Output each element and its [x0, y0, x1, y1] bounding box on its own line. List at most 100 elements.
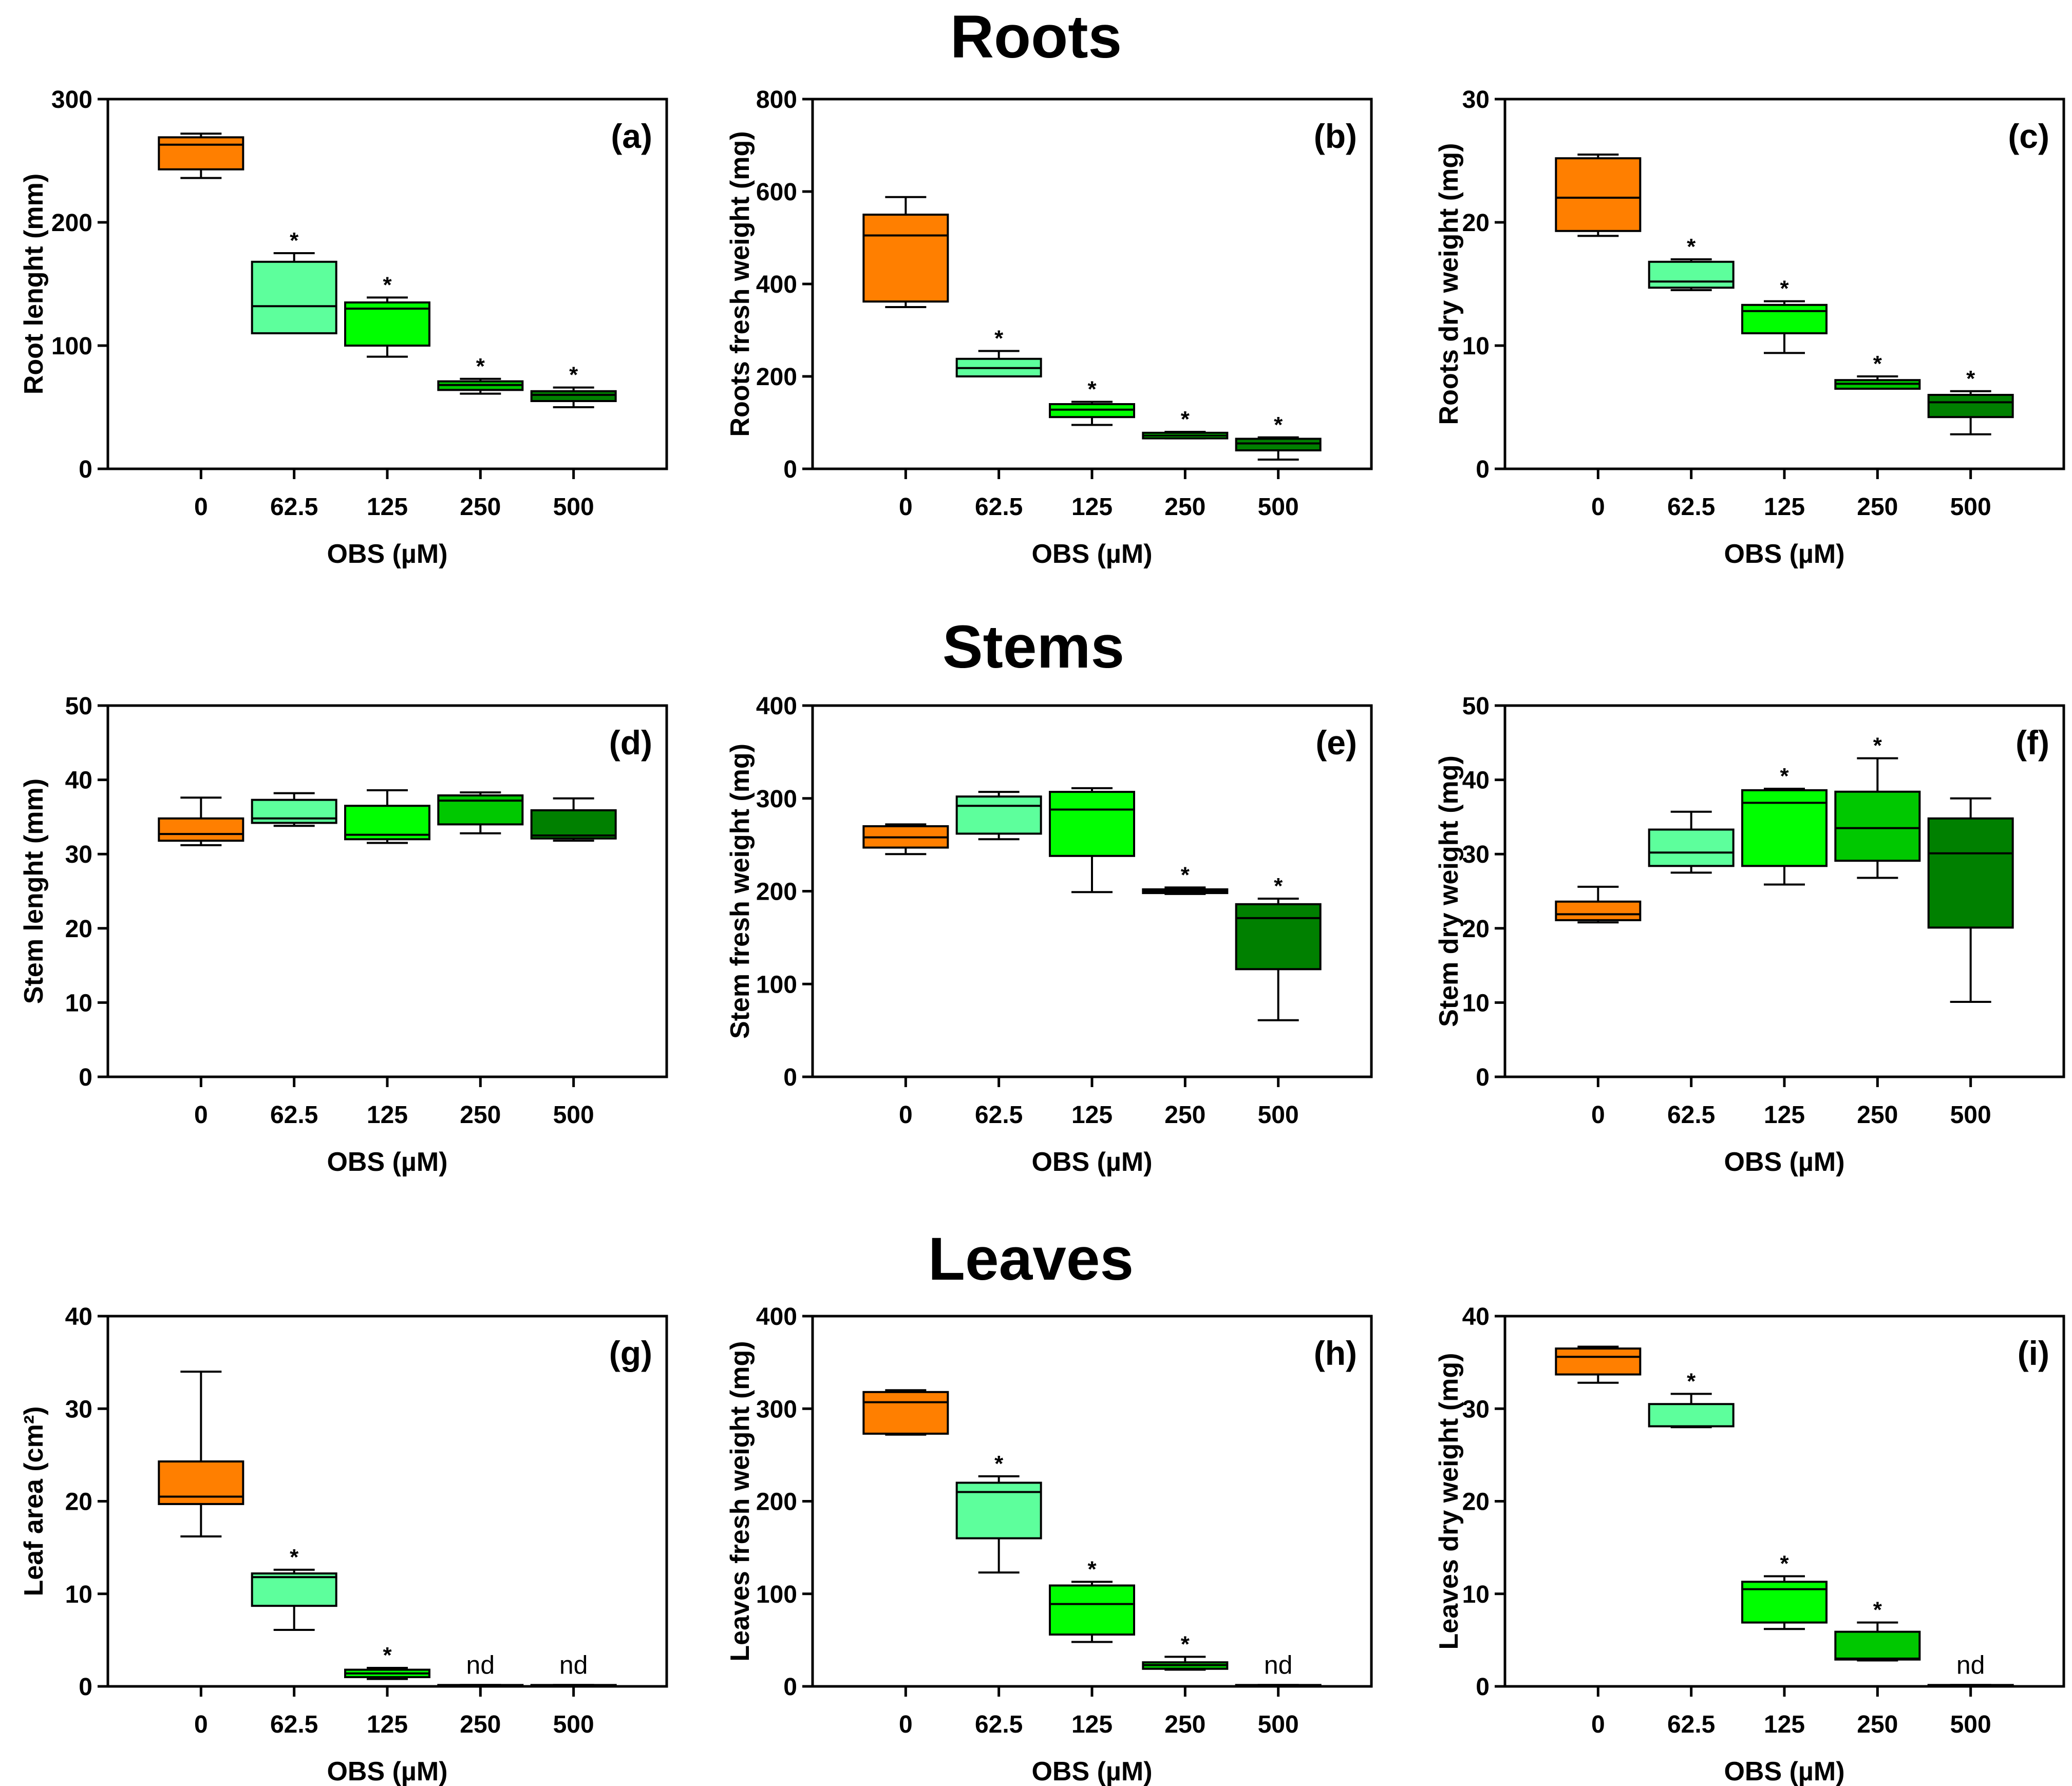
iqr-box — [1049, 1584, 1135, 1636]
x-tick-label: 125 — [1764, 1101, 1805, 1129]
y-tick-label: 30 — [65, 1396, 92, 1423]
y-tick-label: 0 — [79, 456, 92, 483]
box-500: nd — [530, 1650, 617, 1687]
x-tick-label: 500 — [1950, 1711, 1991, 1738]
iqr-box — [1648, 828, 1735, 867]
y-axis-title: Roots fresh weight (mg) — [725, 131, 755, 436]
significance-star: * — [476, 354, 485, 379]
panel-label: (i) — [2018, 1334, 2049, 1372]
box-62.5 — [1648, 810, 1735, 874]
y-tick-label: 30 — [1462, 86, 1490, 113]
box-0 — [862, 1389, 949, 1436]
panel-label: (b) — [1314, 117, 1357, 155]
box-250: * — [1834, 351, 1921, 390]
significance-star: * — [1274, 873, 1283, 899]
box-62.5: * — [1648, 1369, 1735, 1429]
y-axis-title: Leaf area (cm²) — [19, 1407, 49, 1597]
y-tick-label: 40 — [65, 1303, 92, 1331]
x-tick-label: 62.5 — [975, 493, 1023, 521]
x-tick-label: 250 — [1857, 1101, 1898, 1129]
box-62.5 — [251, 792, 337, 827]
iqr-box — [1834, 1630, 1921, 1661]
iqr-box — [1049, 791, 1135, 857]
x-tick-label: 125 — [1071, 1101, 1113, 1129]
iqr-box — [955, 795, 1042, 835]
y-tick-label: 300 — [756, 786, 797, 813]
significance-star: * — [1687, 234, 1696, 259]
y-tick-label: 300 — [51, 86, 92, 113]
box-125: * — [1049, 1556, 1135, 1643]
panel-4: 0 100 200 300 400 0 62.5 125 250 500 OBS (µM) Stem … — [725, 693, 1373, 1177]
significance-star: * — [569, 363, 578, 388]
iqr-box — [530, 809, 617, 840]
iqr-box — [1741, 1581, 1828, 1624]
x-tick-label: 62.5 — [975, 1101, 1023, 1129]
box-125: * — [1049, 377, 1135, 426]
significance-star: * — [290, 228, 299, 253]
box-62.5: * — [251, 1545, 337, 1631]
iqr-box — [1648, 260, 1735, 289]
x-tick-label: 500 — [1950, 493, 1991, 521]
x-tick-label: 500 — [1258, 1101, 1299, 1129]
iqr-box — [1834, 790, 1921, 862]
y-tick-label: 0 — [1476, 1674, 1490, 1701]
y-tick-label: 20 — [1462, 916, 1490, 943]
x-tick-label: 62.5 — [270, 1711, 318, 1738]
y-tick-label: 200 — [756, 1489, 797, 1516]
y-axis-title: Stem lenght (mm) — [19, 778, 49, 1004]
iqr-box — [1235, 903, 1322, 971]
y-tick-label: 50 — [65, 693, 92, 720]
y-tick-label: 300 — [756, 1396, 797, 1423]
box-500 — [1927, 797, 2014, 1003]
box-62.5: * — [955, 326, 1042, 377]
iqr-box — [1555, 1347, 1642, 1376]
box-500: * — [530, 363, 617, 408]
x-axis-title: OBS (µM) — [1031, 1757, 1152, 1786]
box-250 — [437, 791, 524, 834]
y-tick-label: 30 — [65, 841, 92, 868]
x-tick-label: 500 — [553, 1711, 594, 1738]
y-tick-label: 100 — [51, 333, 92, 360]
box-62.5: * — [955, 1451, 1042, 1574]
x-tick-label: 125 — [1764, 493, 1805, 521]
box-500 — [530, 797, 617, 842]
x-axis-title: OBS (µM) — [1724, 1147, 1844, 1177]
panel-2: 0 10 20 30 0 62.5 125 250 500 OBS (µM) Roots dry w… — [1434, 86, 2065, 569]
y-tick-label: 0 — [783, 1674, 797, 1701]
iqr-box — [158, 817, 244, 842]
x-axis-title: OBS (µM) — [1031, 1147, 1152, 1177]
x-tick-label: 500 — [1950, 1101, 1991, 1129]
x-tick-label: 62.5 — [975, 1711, 1023, 1738]
panel-6: 0 10 20 30 40 0 62.5 125 250 500 OBS (µM) Leaf area… — [19, 1303, 668, 1786]
y-tick-label: 0 — [79, 1674, 92, 1701]
y-tick-label: 200 — [756, 364, 797, 391]
iqr-box — [1555, 900, 1642, 921]
box-0 — [1555, 154, 1642, 237]
significance-star: * — [1274, 412, 1283, 438]
x-tick-label: 125 — [367, 1101, 408, 1129]
y-tick-label: 800 — [756, 86, 797, 113]
box-500: * — [1235, 873, 1322, 1021]
x-tick-label: 250 — [460, 1711, 501, 1738]
x-tick-label: 500 — [553, 1101, 594, 1129]
x-tick-label: 0 — [1591, 1711, 1605, 1738]
significance-star: * — [1181, 1631, 1190, 1657]
significance-star: * — [1087, 1556, 1097, 1582]
y-tick-label: 200 — [51, 210, 92, 237]
box-250: nd — [437, 1650, 524, 1687]
iqr-box — [862, 1391, 949, 1435]
panel-label: (c) — [2008, 117, 2049, 155]
panel-label: (e) — [1315, 724, 1357, 762]
panel-0: 0 100 200 300 0 62.5 125 250 500 OBS (µM) Root len… — [19, 86, 668, 569]
iqr-box — [1741, 789, 1828, 867]
significance-star: * — [1780, 1551, 1789, 1576]
y-tick-label: 40 — [65, 767, 92, 794]
y-tick-label: 10 — [1462, 333, 1490, 360]
y-tick-label: 0 — [783, 456, 797, 483]
not-detected-label: nd — [1264, 1650, 1293, 1679]
box-62.5: * — [1648, 234, 1735, 291]
